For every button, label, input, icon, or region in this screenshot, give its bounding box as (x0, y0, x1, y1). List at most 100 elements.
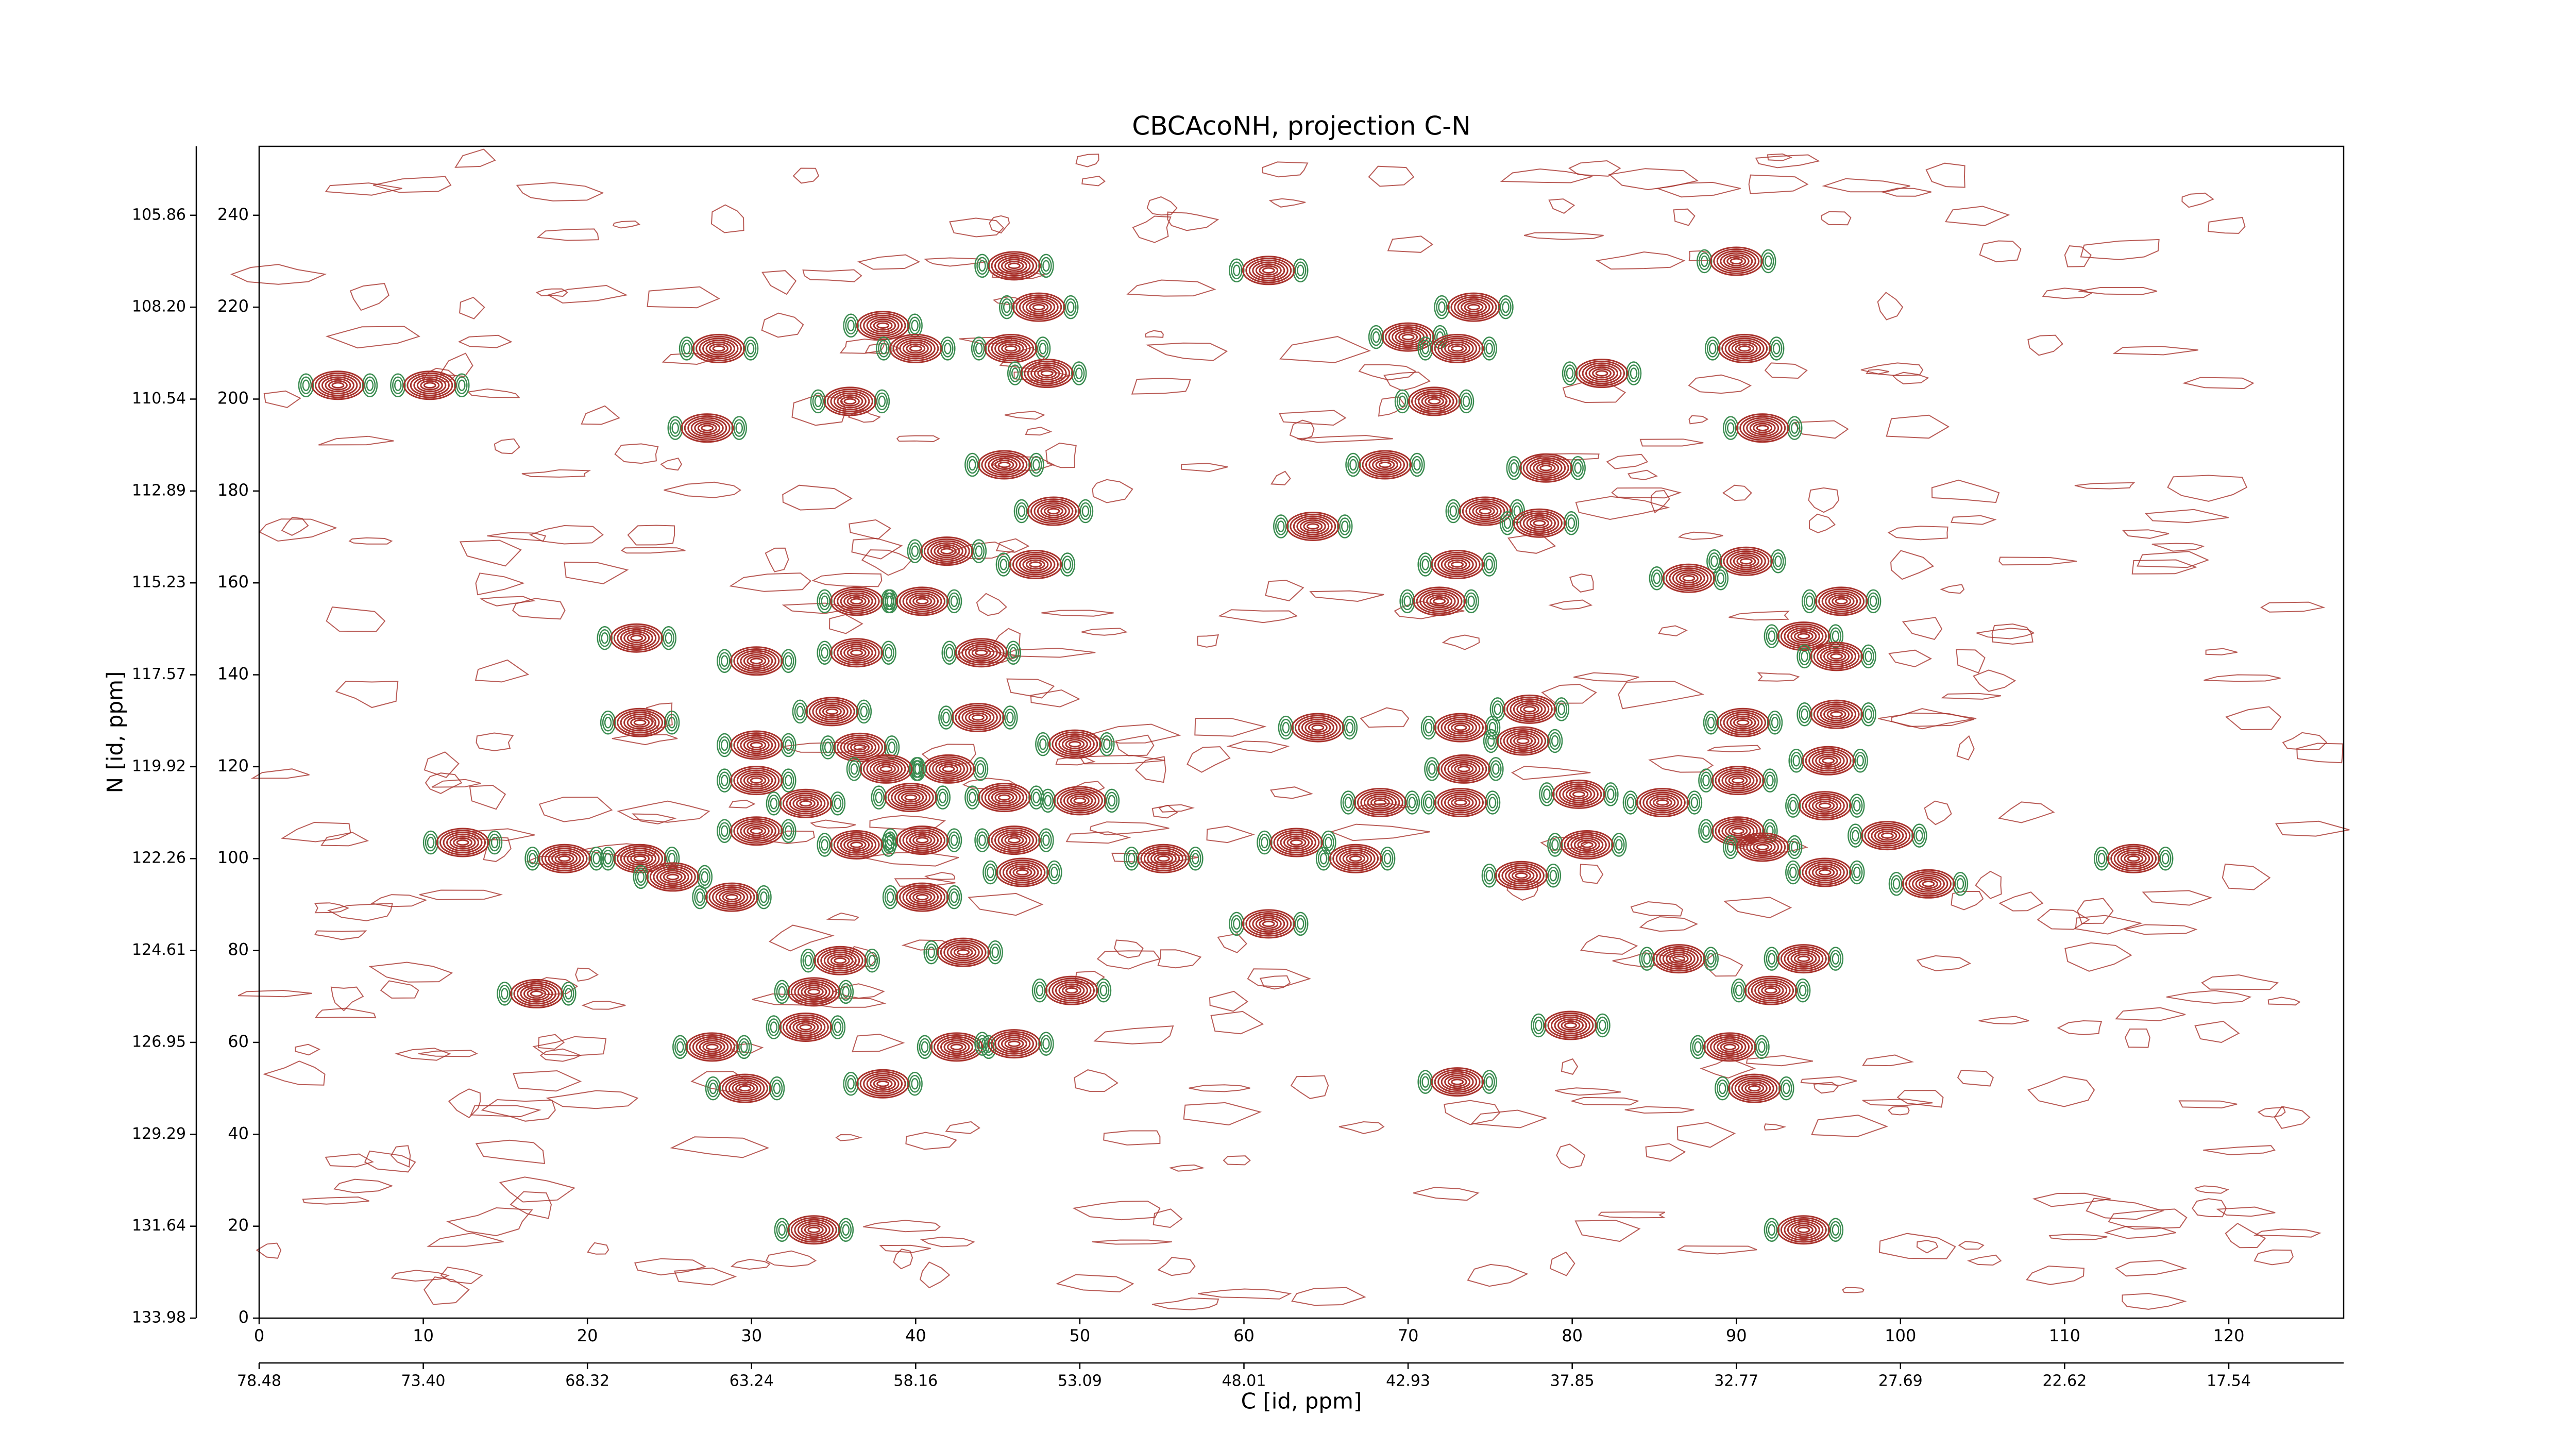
noise-contour (1383, 372, 1431, 391)
positive-contour (1793, 631, 1814, 642)
positive-contour (1360, 791, 1400, 814)
noise-contour (459, 540, 522, 567)
peak (938, 702, 1018, 732)
negative-contour (1481, 336, 1497, 361)
noise-contour (861, 549, 913, 576)
x-tick-label: 70 (1398, 1326, 1419, 1345)
negative-contour (1013, 499, 1030, 524)
positive-contour (904, 794, 918, 801)
positive-contour (1756, 425, 1769, 431)
noise-contour (1135, 756, 1166, 783)
peak (820, 732, 900, 762)
noise-contour (2274, 1106, 2311, 1129)
negative-contour (1417, 1070, 1433, 1094)
negative-contour (885, 647, 892, 659)
negative-contour (1603, 782, 1619, 806)
negative-contour (1852, 749, 1868, 773)
x2-tick-label: 22.62 (2042, 1372, 2087, 1390)
x-tick-label: 90 (1726, 1326, 1747, 1345)
negative-contour (946, 828, 962, 852)
noise-contour (368, 962, 453, 983)
positive-contour (1519, 704, 1539, 715)
noise-contour (2125, 1029, 2150, 1048)
negative-contour (1436, 298, 1448, 316)
negative-contour (778, 1224, 786, 1236)
negative-contour (1764, 255, 1772, 267)
positive-contour (1060, 789, 1100, 812)
noise-contour (1813, 1082, 1839, 1094)
negative-contour (911, 545, 919, 557)
negative-contour (1562, 361, 1578, 385)
positive-contour (1536, 463, 1556, 474)
noise-contour (1562, 381, 1626, 403)
positive-contour (1433, 598, 1446, 605)
positive-contour (633, 855, 647, 862)
positive-contour (1649, 795, 1676, 810)
noise-contour (1677, 531, 1723, 540)
y2-tick-label: 117.57 (132, 665, 186, 683)
negative-contour (876, 392, 888, 411)
noise-contour (1931, 479, 2000, 503)
negative-contour (1095, 978, 1112, 1003)
noise-contour (2225, 706, 2282, 731)
negative-contour (1040, 831, 1052, 849)
peak (766, 1013, 846, 1042)
noise-contour (330, 986, 364, 1012)
positive-contour (795, 798, 816, 809)
positive-contour (928, 758, 969, 780)
positive-contour (1259, 918, 1279, 929)
positive-contour (1808, 797, 1842, 815)
negative-contour (1229, 258, 1245, 283)
negative-contour (1545, 863, 1562, 888)
positive-contour (1580, 841, 1594, 848)
negative-contour (1345, 452, 1361, 477)
x-tick-label: 120 (2213, 1326, 2244, 1345)
negative-contour (1411, 456, 1423, 474)
negative-contour (488, 833, 501, 852)
x-axis-label: C [id, ppm] (1241, 1389, 1362, 1414)
negative-contour (683, 343, 691, 355)
negative-contour (847, 1077, 855, 1090)
positive-contour (1408, 386, 1461, 416)
positive-contour (940, 548, 954, 554)
negative-contour (1042, 1038, 1050, 1050)
positive-contour (1503, 694, 1556, 724)
negative-contour (390, 373, 406, 397)
positive-contour (1813, 644, 1860, 669)
negative-contour (1399, 589, 1415, 614)
noise-contour (1755, 154, 1820, 169)
positive-contour (410, 374, 450, 396)
negative-contour (1081, 505, 1090, 517)
positive-contour (1764, 987, 1777, 994)
noise-contour (1956, 649, 1986, 674)
positive-contour (1719, 546, 1773, 576)
noise-contour (660, 458, 683, 471)
positive-contour (1709, 246, 1763, 276)
negative-contour (1011, 367, 1019, 379)
negative-contour (744, 340, 757, 358)
negative-contour (1485, 343, 1493, 355)
positive-contour (646, 862, 700, 892)
negative-contour (1690, 797, 1699, 808)
positive-contour (971, 647, 991, 658)
negative-contour (1688, 794, 1701, 812)
negative-contour (1788, 749, 1804, 773)
positive-contour (1066, 794, 1093, 808)
negative-contour (907, 539, 923, 563)
negative-contour (681, 340, 693, 358)
positive-contour (1662, 950, 1696, 968)
negative-contour (995, 552, 1012, 577)
negative-contour (987, 940, 1003, 965)
positive-contour (935, 762, 962, 777)
positive-contour (1431, 1067, 1484, 1097)
x2-tick-label: 32.77 (1714, 1372, 1758, 1390)
peak (1399, 586, 1479, 616)
positive-contour (1052, 731, 1098, 757)
positive-contour (663, 871, 683, 882)
negative-contour (875, 791, 883, 803)
positive-contour (889, 333, 942, 363)
negative-contour (1599, 1019, 1606, 1032)
negative-contour (1404, 790, 1420, 815)
negative-contour (850, 763, 858, 775)
